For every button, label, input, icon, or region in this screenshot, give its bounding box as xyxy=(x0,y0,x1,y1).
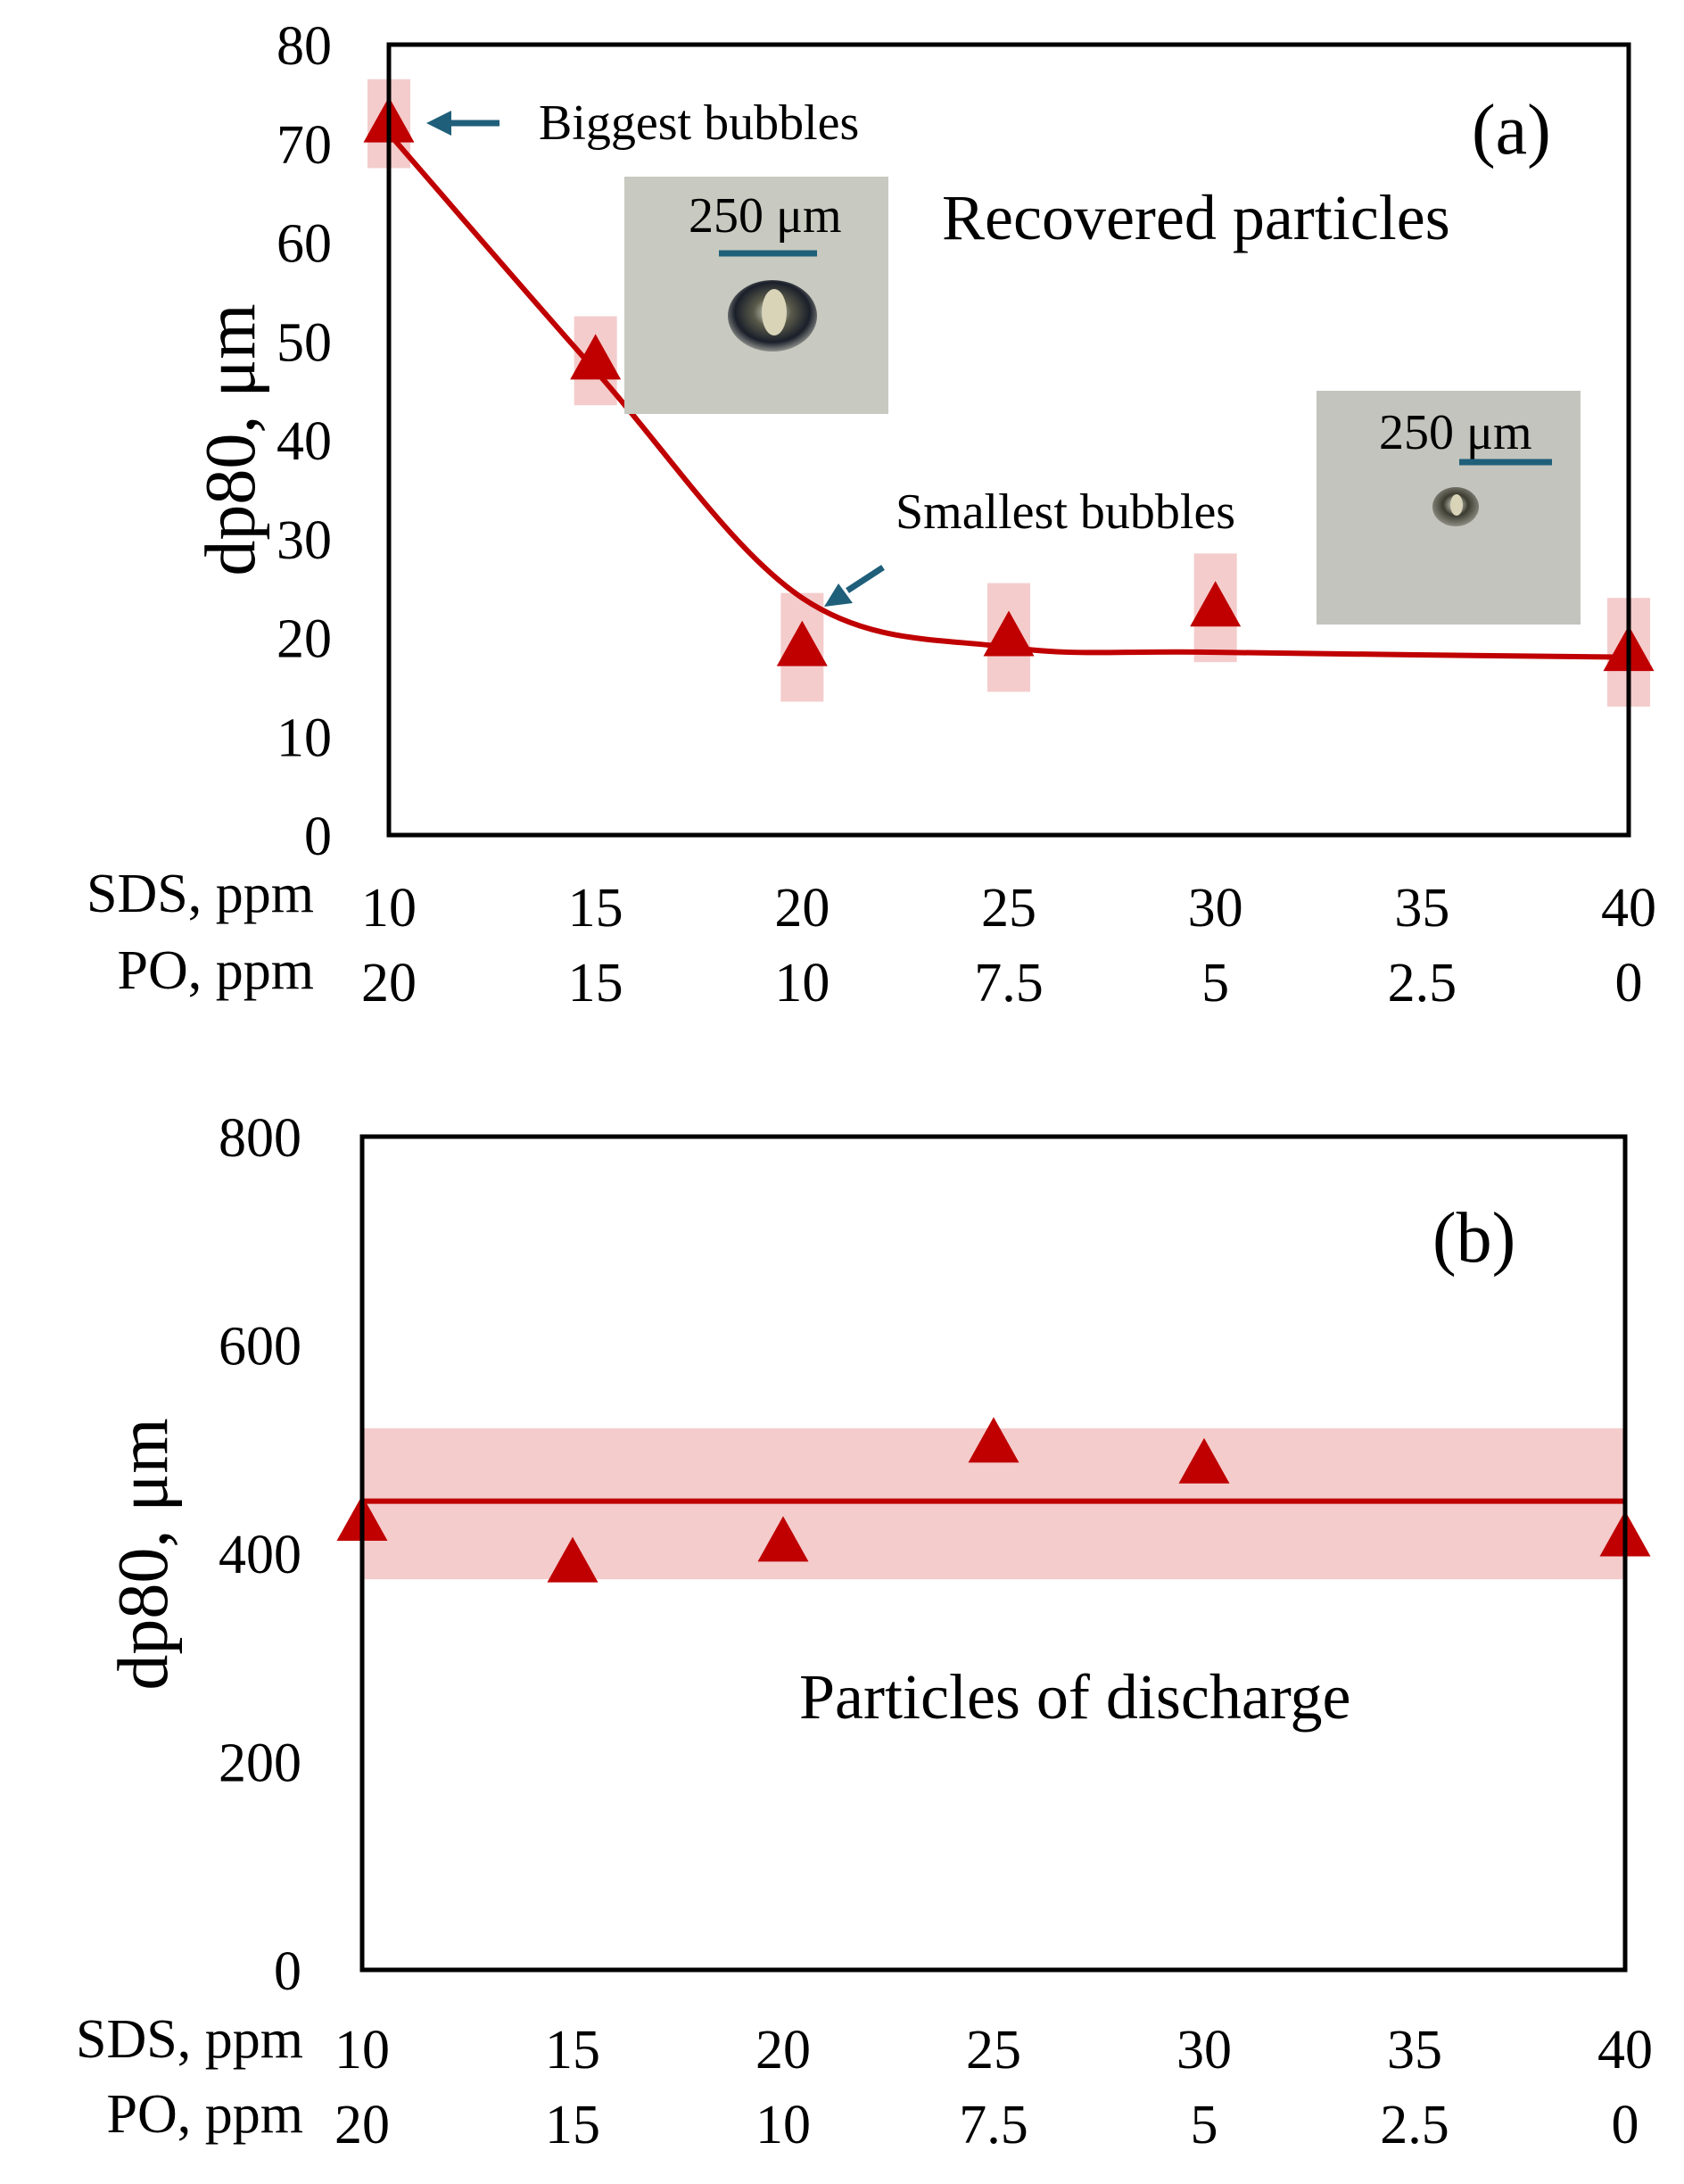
a-po-tick-label: 0 xyxy=(1615,953,1643,1013)
b-panel-label: (b) xyxy=(1432,1199,1515,1278)
a-y-axis-label: dp80, μm xyxy=(192,303,270,575)
b-y-tick-label: 200 xyxy=(219,1733,301,1794)
a-sds-tick-label: 35 xyxy=(1394,878,1449,939)
a-trend-line xyxy=(386,131,1630,660)
a-chart-title: Recovered particles xyxy=(942,182,1450,253)
b-sds-tick-label: 30 xyxy=(1176,2020,1232,2081)
b-po-tick-labels: 20 15 10 7.5 5 2.5 0 xyxy=(334,2095,1639,2155)
b-data-point xyxy=(547,1536,598,1583)
a-y-tick-label: 10 xyxy=(277,707,332,768)
a-sds-tick-label: 30 xyxy=(1188,878,1243,939)
b-y-tick-label: 0 xyxy=(274,1941,301,2002)
a-po-tick-labels: 20 15 10 7.5 5 2.5 0 xyxy=(361,953,1643,1013)
b-y-tick-label: 800 xyxy=(219,1108,301,1169)
a-sds-tick-label: 15 xyxy=(568,878,623,939)
a-sds-row-label: SDS, ppm xyxy=(87,864,314,924)
a-sds-tick-label: 25 xyxy=(981,878,1036,939)
b-sds-tick-label: 25 xyxy=(966,2020,1021,2081)
b-sds-tick-labels: 10 15 20 25 30 35 40 xyxy=(334,2020,1653,2081)
a-po-tick-label: 15 xyxy=(568,953,623,1013)
b-data-point xyxy=(1178,1437,1230,1484)
a-po-tick-label: 10 xyxy=(774,953,830,1013)
a-y-tick-labels: 0 10 20 30 40 50 60 70 80 xyxy=(277,16,332,867)
a-sds-tick-label: 40 xyxy=(1601,878,1656,939)
a-data-point xyxy=(983,610,1035,657)
b-sds-tick-label: 40 xyxy=(1597,2020,1653,2081)
b-y-tick-labels: 0 200 400 600 800 xyxy=(219,1108,301,2002)
b-y-tick-label: 600 xyxy=(219,1317,301,1377)
b-sds-tick-label: 15 xyxy=(545,2020,600,2081)
a-po-tick-label: 5 xyxy=(1201,953,1229,1013)
a-y-tick-label: 60 xyxy=(277,214,332,275)
a-y-tick-label: 50 xyxy=(277,312,332,373)
a-smallest-arrow xyxy=(824,565,885,607)
a-data-point xyxy=(570,334,622,380)
b-po-tick-label: 20 xyxy=(334,2095,390,2155)
a-biggest-arrow xyxy=(426,111,499,136)
a-data-point xyxy=(776,620,828,666)
a-y-tick-label: 80 xyxy=(277,16,332,77)
b-sds-row-label: SDS, ppm xyxy=(76,2009,303,2070)
a-panel-label: (a) xyxy=(1472,91,1551,170)
b-po-tick-label: 10 xyxy=(755,2095,811,2155)
a-y-tick-label: 20 xyxy=(277,609,332,670)
b-sds-tick-label: 35 xyxy=(1387,2020,1442,2081)
a-data-point xyxy=(1190,581,1242,627)
a-sds-tick-label: 20 xyxy=(774,878,830,939)
a-po-tick-label: 2.5 xyxy=(1388,953,1457,1013)
b-sds-tick-label: 20 xyxy=(755,2020,811,2081)
a-y-tick-label: 70 xyxy=(277,115,332,176)
a-plot-frame xyxy=(386,42,1631,838)
a-sds-tick-labels: 10 15 20 25 30 35 40 xyxy=(361,878,1656,939)
b-data-markers xyxy=(336,1417,1651,1583)
a-sds-tick-label: 10 xyxy=(361,878,417,939)
a-inset1-scale-label: 250 μm xyxy=(689,188,842,244)
b-sds-tick-label: 10 xyxy=(334,2020,390,2081)
a-po-tick-label: 7.5 xyxy=(974,953,1044,1013)
b-y-tick-label: 400 xyxy=(219,1525,301,1585)
b-po-tick-label: 7.5 xyxy=(959,2095,1028,2155)
b-plot-frame xyxy=(359,1134,1628,1973)
b-data-point xyxy=(968,1417,1019,1463)
b-data-point xyxy=(757,1516,809,1562)
a-y-tick-label: 30 xyxy=(277,510,332,571)
a-y-tick-label: 40 xyxy=(277,411,332,472)
a-biggest-bubbles-label: Biggest bubbles xyxy=(539,95,859,151)
b-po-row-label: PO, ppm xyxy=(107,2084,303,2145)
a-y-tick-label: 0 xyxy=(304,807,332,867)
a-inset2-scale-label: 250 μm xyxy=(1379,405,1532,460)
a-po-tick-label: 20 xyxy=(361,953,417,1013)
a-po-row-label: PO, ppm xyxy=(118,940,314,1001)
b-chart-title: Particles of discharge xyxy=(799,1661,1350,1733)
b-po-tick-label: 2.5 xyxy=(1380,2095,1449,2155)
a-inset-big-bubble: 250 μm xyxy=(624,177,888,414)
b-po-tick-label: 15 xyxy=(545,2095,600,2155)
b-y-axis-label: dp80, μm xyxy=(104,1418,183,1690)
a-inset-small-bubble: 250 μm xyxy=(1317,391,1581,625)
b-po-tick-label: 5 xyxy=(1191,2095,1218,2155)
a-smallest-bubbles-label: Smallest bubbles xyxy=(896,484,1235,540)
b-po-tick-label: 0 xyxy=(1612,2095,1639,2155)
